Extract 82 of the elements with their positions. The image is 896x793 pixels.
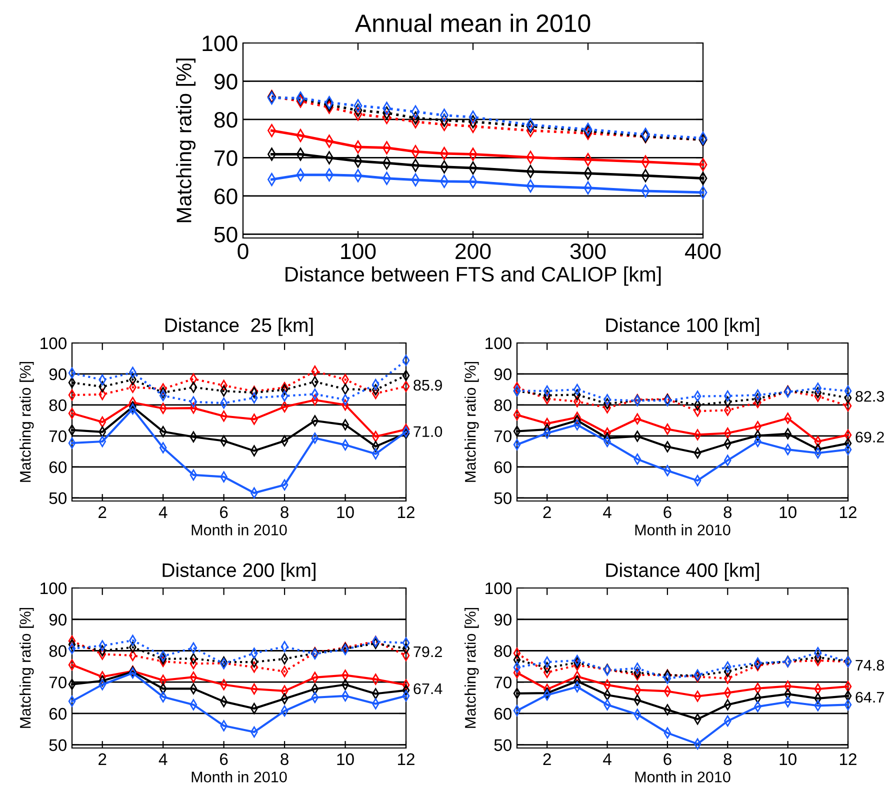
- x-tick-label: 0: [238, 243, 248, 260]
- x-tick-label: 10: [780, 753, 796, 766]
- x-tick-label: 12: [840, 753, 856, 765]
- y-tick-label: 70: [494, 430, 512, 442]
- x-tick-label: 2: [543, 753, 551, 765]
- y-tick-label: 90: [49, 368, 66, 380]
- text: 85.9: [414, 380, 442, 391]
- x-tick-label: 300: [570, 243, 606, 260]
- x-axis-title: Distance between FTS and CALIOP [km]: [286, 266, 661, 286]
- text: 64.7: [856, 692, 884, 703]
- y-tick-label: 50: [49, 739, 66, 752]
- y-tick-label: 80: [49, 399, 66, 412]
- x-tick-label: 8: [724, 506, 732, 518]
- x-tick-label: 4: [603, 753, 612, 765]
- y-tick-label: 60: [49, 461, 66, 474]
- x-axis-title: Month in 2010: [635, 771, 730, 782]
- y-tick-label: 80: [214, 112, 238, 128]
- text: 67.4: [414, 683, 442, 694]
- x-tick-label: 400: [684, 243, 721, 260]
- y-tick-label: 100: [40, 582, 66, 594]
- y-tick-label: 100: [202, 36, 238, 52]
- x-tick-label: 10: [780, 506, 796, 518]
- x-tick-label: 8: [724, 753, 732, 766]
- y-tick-label: 80: [494, 645, 512, 657]
- text: 69.2: [856, 432, 884, 443]
- x-tick-label: 2: [98, 506, 106, 518]
- x-tick-label: 200: [456, 243, 491, 260]
- x-tick-label: 4: [158, 506, 168, 518]
- y-tick-label: 80: [49, 645, 66, 657]
- y-tick-label: 100: [486, 337, 512, 350]
- x-tick-label: 4: [158, 753, 168, 765]
- chart-title: Annual mean in 2010: [354, 14, 590, 32]
- x-tick-label: 6: [220, 753, 228, 766]
- y-tick-label: 50: [494, 739, 512, 752]
- y-tick-label: 90: [494, 368, 512, 380]
- y-tick-label: 50: [49, 492, 66, 504]
- y-axis-title: Matching ratio [%]: [464, 608, 479, 728]
- x-tick-label: 6: [220, 506, 228, 518]
- y-tick-label: 50: [494, 492, 512, 504]
- x-tick-label: 8: [280, 753, 288, 766]
- y-tick-label: 100: [486, 582, 512, 594]
- y-tick-label: 90: [494, 614, 512, 626]
- y-tick-label: 70: [214, 150, 238, 166]
- x-tick-label: 6: [664, 753, 672, 766]
- x-tick-label: 10: [337, 753, 354, 766]
- chart-title: Distance 100 [km]: [606, 318, 759, 336]
- text: 79.2: [414, 646, 442, 658]
- y-axis-title: Matching ratio [%]: [176, 58, 196, 222]
- x-tick-label: 12: [398, 506, 414, 518]
- x-tick-label: 100: [341, 243, 376, 260]
- y-tick-label: 70: [494, 676, 512, 688]
- x-axis-title: Month in 2010: [635, 524, 730, 536]
- chart-title: Distance 400 [km]: [606, 562, 759, 581]
- y-tick-label: 80: [494, 399, 512, 412]
- y-tick-label: 60: [49, 708, 66, 720]
- x-tick-label: 8: [280, 506, 288, 518]
- x-tick-label: 2: [98, 753, 106, 765]
- y-axis-title: Matching ratio [%]: [20, 608, 34, 728]
- y-axis-title: Matching ratio [%]: [20, 362, 34, 482]
- y-tick-label: 50: [214, 226, 238, 242]
- x-tick-label: 6: [664, 506, 672, 518]
- x-tick-label: 4: [603, 506, 612, 518]
- x-axis-title: Month in 2010: [192, 771, 287, 782]
- x-tick-label: 10: [337, 506, 354, 518]
- text: 74.8: [856, 660, 884, 671]
- text: 82.3: [856, 390, 884, 402]
- x-tick-label: 2: [543, 506, 551, 518]
- y-axis-title: Matching ratio [%]: [464, 362, 479, 482]
- y-tick-label: 70: [49, 430, 66, 442]
- chart-title: Distance 25 [km]: [165, 318, 313, 336]
- y-tick-label: 90: [214, 74, 238, 90]
- y-tick-label: 60: [494, 708, 512, 720]
- y-tick-label: 100: [40, 337, 66, 350]
- y-tick-label: 60: [214, 188, 238, 204]
- x-tick-label: 12: [840, 506, 856, 518]
- text: 71.0: [414, 426, 442, 438]
- y-tick-label: 70: [49, 676, 66, 688]
- x-tick-label: 12: [398, 753, 414, 765]
- x-axis-title: Month in 2010: [192, 524, 287, 536]
- y-tick-label: 60: [494, 461, 512, 474]
- chart-title: Distance 200 [km]: [162, 562, 316, 581]
- y-tick-label: 90: [49, 614, 66, 626]
